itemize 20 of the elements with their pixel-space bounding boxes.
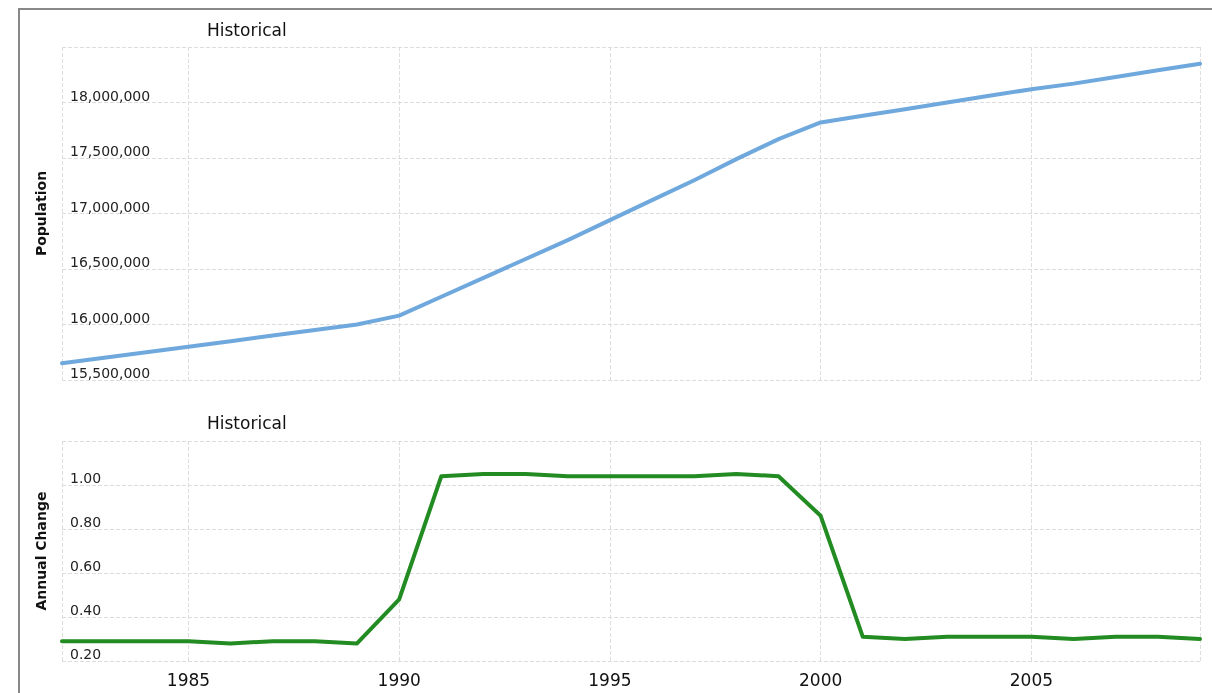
y-tick-label: 15,500,000 [70,365,151,381]
y-tick-label: 16,500,000 [70,254,151,270]
y-tick-label: 18,000,000 [70,87,151,104]
y-tick-label: 0.40 [70,602,102,618]
x-tick-label: 1995 [588,669,632,690]
x-tick-label: 1990 [377,669,421,690]
y-axis-title: Annual Change [33,491,49,611]
x-tick-label: 2005 [1009,669,1054,690]
y-tick-label: 16,000,000 [70,309,151,326]
y-tick-label: 0.80 [70,514,102,530]
chart-title: Historical [207,412,287,433]
x-tick-label: 2000 [799,669,843,690]
y-tick-label: 17,500,000 [70,143,151,159]
y-tick-label: 1.00 [70,470,102,486]
chart-title: Historical [207,19,287,40]
y-tick-label: 0.60 [70,558,102,574]
x-tick-label: 1985 [166,669,211,690]
y-axis-title: Population [33,170,49,257]
y-tick-label: 0.20 [70,646,102,662]
y-tick-label: 17,000,000 [70,198,151,215]
